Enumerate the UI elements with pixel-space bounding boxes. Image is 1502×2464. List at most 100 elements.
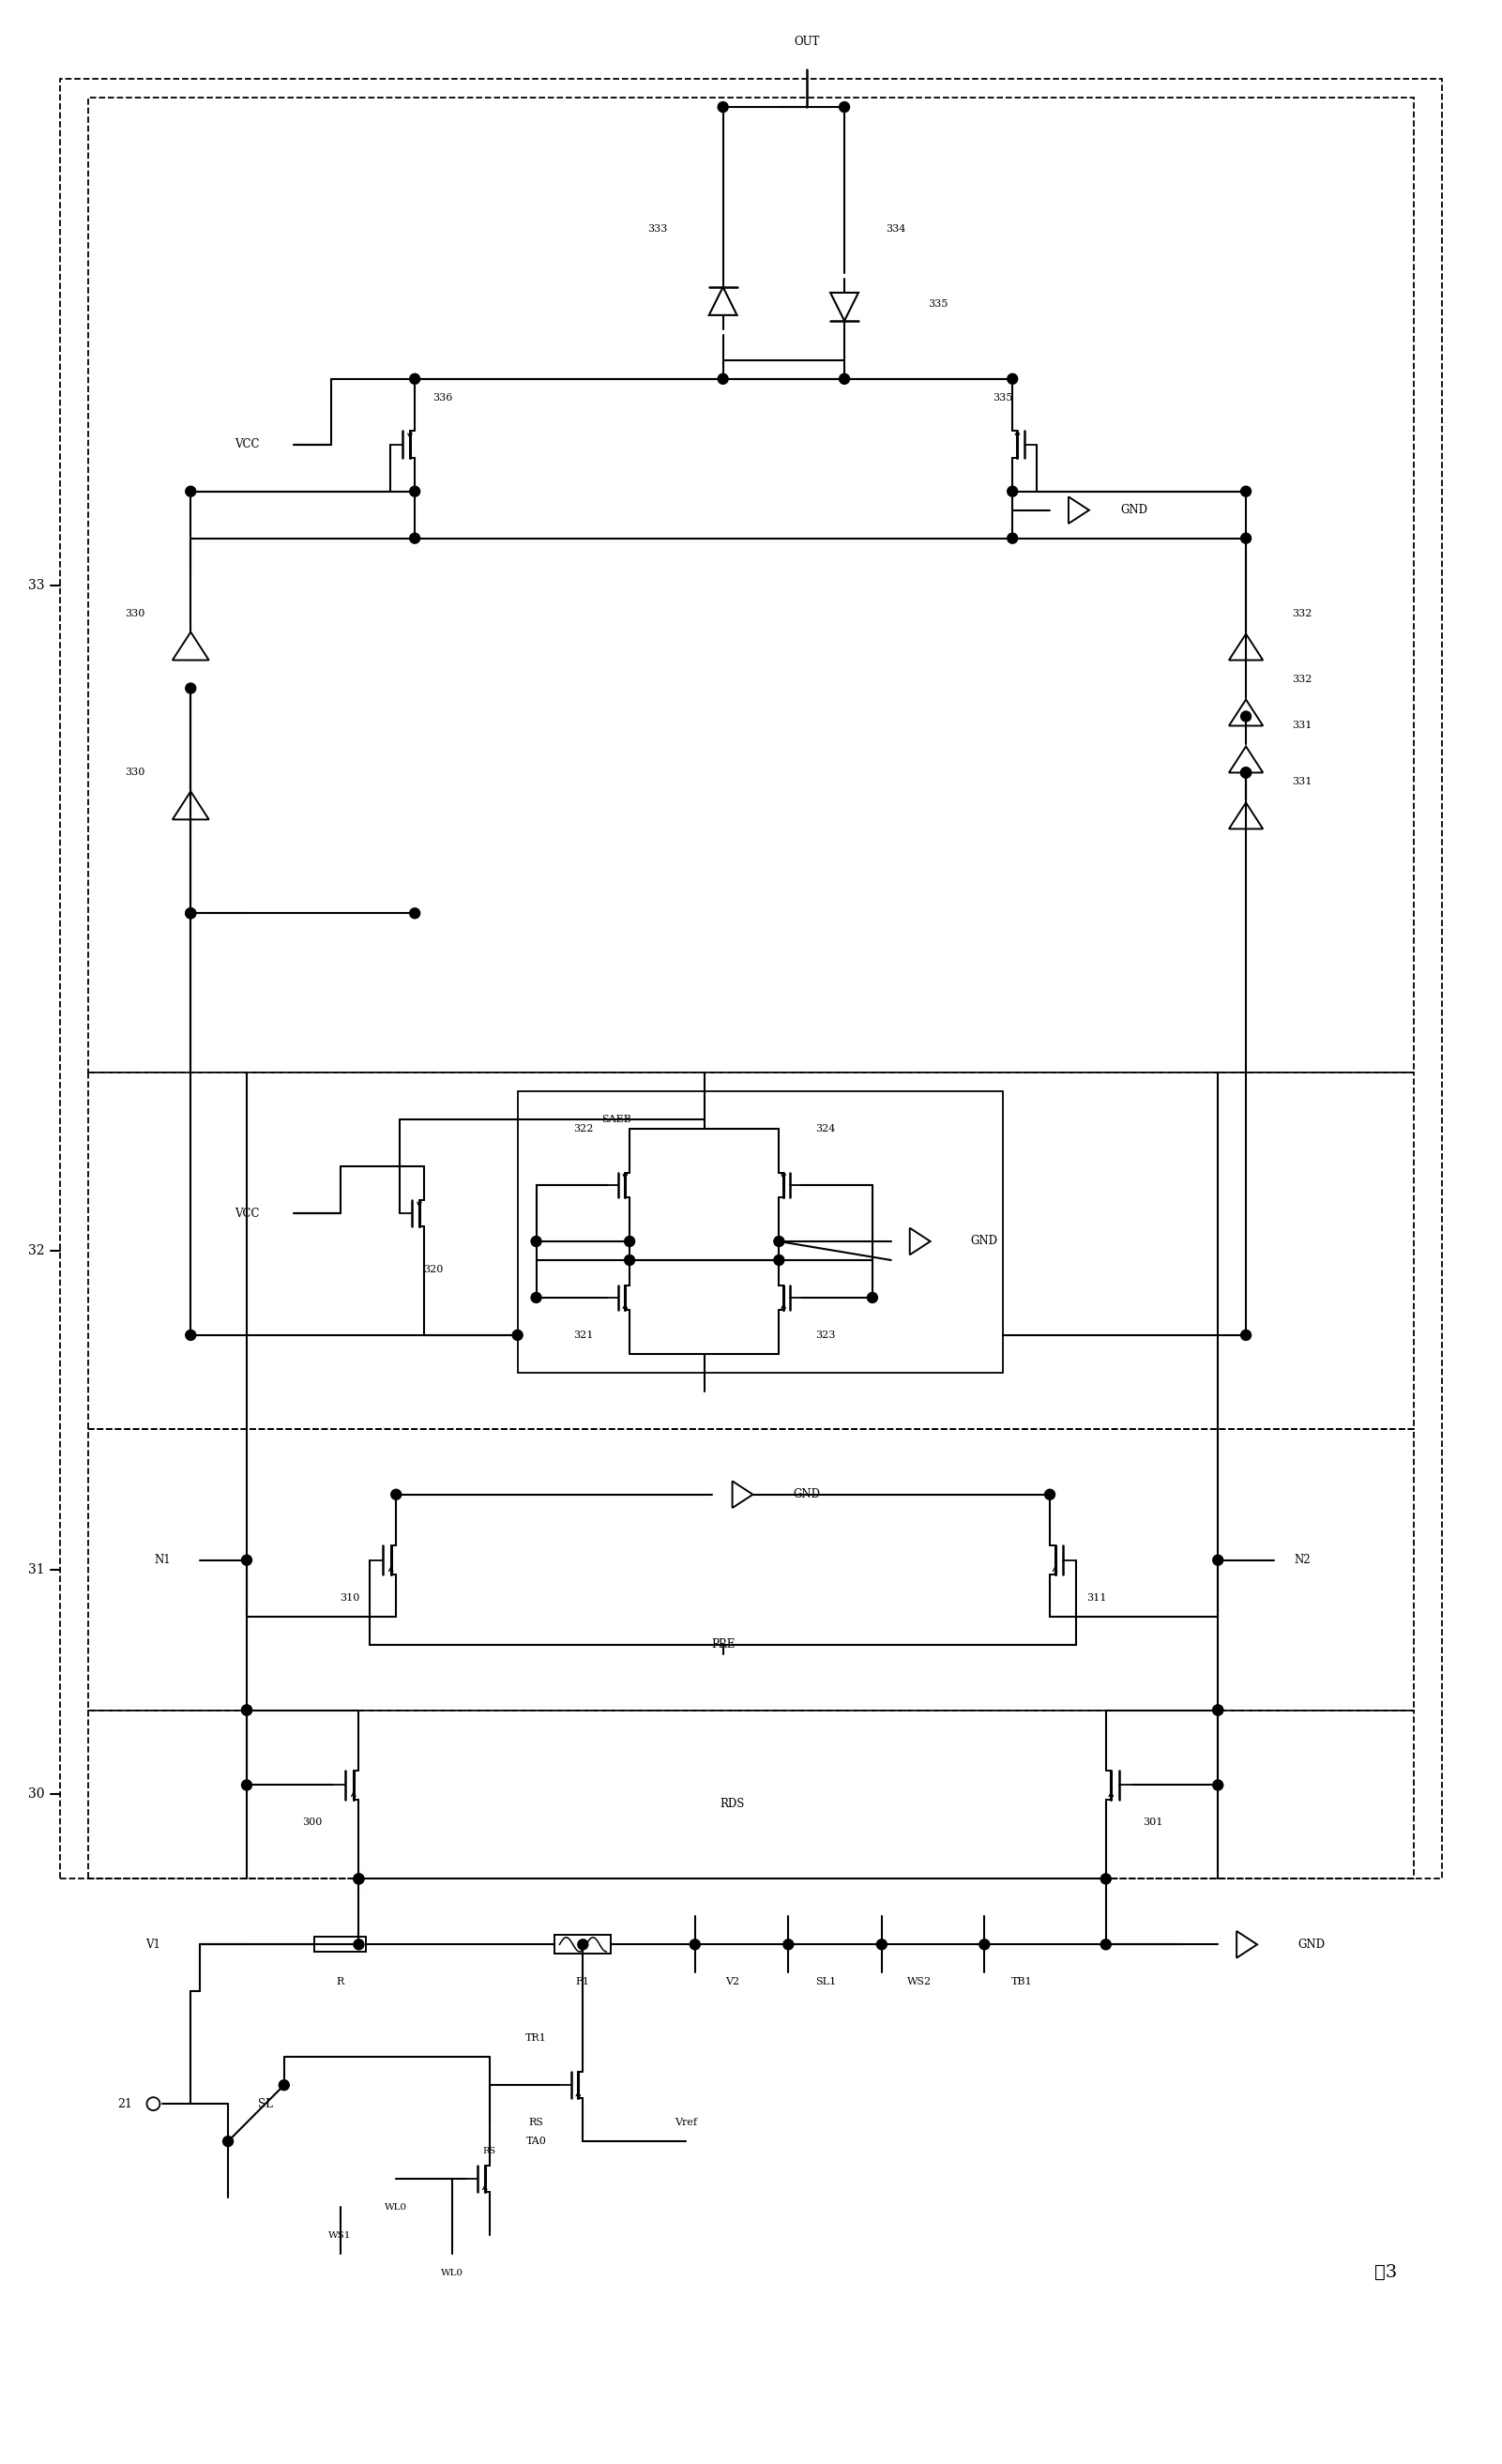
Text: WS2: WS2 — [907, 1976, 931, 1986]
Circle shape — [578, 1939, 589, 1949]
Circle shape — [840, 101, 850, 113]
Circle shape — [718, 101, 728, 113]
Text: F1: F1 — [575, 1976, 590, 1986]
Text: TA0: TA0 — [526, 2136, 547, 2146]
Text: 30: 30 — [29, 1789, 45, 1801]
Circle shape — [222, 2136, 233, 2146]
Circle shape — [242, 1705, 252, 1715]
Circle shape — [1008, 375, 1018, 384]
Circle shape — [1008, 485, 1018, 498]
Text: GND: GND — [793, 1488, 820, 1501]
Text: TB1: TB1 — [1011, 1976, 1032, 1986]
Text: RS: RS — [529, 2119, 544, 2126]
Text: VCC: VCC — [234, 1207, 260, 1220]
Circle shape — [532, 1294, 541, 1303]
Text: RDS: RDS — [719, 1799, 745, 1811]
Text: V1: V1 — [146, 1939, 161, 1951]
Circle shape — [1241, 532, 1251, 545]
Text: WS1: WS1 — [329, 2230, 351, 2240]
Circle shape — [242, 1705, 252, 1715]
Text: R: R — [336, 1976, 344, 1986]
Bar — [554, 1934, 611, 1954]
Text: 335: 335 — [993, 392, 1014, 402]
Circle shape — [186, 1331, 195, 1340]
Text: 310: 310 — [339, 1592, 359, 1602]
Text: 图3: 图3 — [1374, 2264, 1397, 2282]
Circle shape — [242, 1779, 252, 1791]
Text: 33: 33 — [29, 579, 45, 591]
Circle shape — [840, 375, 850, 384]
Bar — [89, 1429, 1413, 1710]
Text: OUT: OUT — [795, 34, 820, 47]
Text: SAEB: SAEB — [602, 1114, 631, 1124]
Circle shape — [1212, 1779, 1223, 1791]
Text: 320: 320 — [424, 1264, 443, 1274]
Text: SL: SL — [258, 2097, 273, 2109]
Bar — [518, 1092, 1003, 1372]
Circle shape — [1241, 485, 1251, 498]
Text: V2: V2 — [725, 1976, 739, 1986]
Circle shape — [186, 909, 195, 919]
Bar — [60, 79, 1442, 1880]
Text: 31: 31 — [29, 1562, 45, 1577]
Bar — [89, 1710, 1413, 1880]
Circle shape — [1241, 766, 1251, 779]
Circle shape — [718, 375, 728, 384]
Text: 300: 300 — [302, 1818, 321, 1828]
Circle shape — [186, 485, 195, 498]
Circle shape — [1241, 1331, 1251, 1340]
Circle shape — [242, 1555, 252, 1565]
Circle shape — [353, 1873, 363, 1885]
Text: GND: GND — [970, 1234, 997, 1247]
Text: SL1: SL1 — [816, 1976, 837, 1986]
Text: Vref: Vref — [674, 2119, 697, 2126]
Circle shape — [774, 1237, 784, 1247]
Circle shape — [774, 1254, 784, 1266]
Circle shape — [1241, 766, 1251, 779]
Circle shape — [186, 909, 195, 919]
Circle shape — [783, 1939, 793, 1949]
Text: 335: 335 — [928, 298, 948, 308]
Text: VCC: VCC — [234, 439, 260, 451]
Text: GND: GND — [1298, 1939, 1325, 1951]
Text: 332: 332 — [1292, 609, 1313, 618]
Circle shape — [689, 1939, 700, 1949]
Circle shape — [391, 1488, 401, 1501]
Circle shape — [1045, 1488, 1054, 1501]
Text: 334: 334 — [886, 224, 906, 234]
Bar — [89, 99, 1413, 1072]
Text: TR1: TR1 — [526, 2033, 547, 2043]
Text: 333: 333 — [647, 224, 668, 234]
Circle shape — [1241, 766, 1251, 779]
Text: 32: 32 — [29, 1244, 45, 1257]
Text: 21: 21 — [117, 2097, 132, 2109]
Text: 331: 331 — [1292, 776, 1313, 786]
Text: 324: 324 — [816, 1124, 835, 1133]
Text: 330: 330 — [125, 769, 144, 776]
Circle shape — [410, 375, 421, 384]
Text: N2: N2 — [1293, 1555, 1310, 1567]
Circle shape — [410, 532, 421, 545]
Bar — [314, 1937, 366, 1951]
Circle shape — [512, 1331, 523, 1340]
Text: 336: 336 — [433, 392, 452, 402]
Circle shape — [353, 1873, 363, 1885]
Circle shape — [625, 1254, 635, 1266]
Circle shape — [353, 1939, 363, 1949]
Circle shape — [532, 1237, 541, 1247]
Text: 311: 311 — [1086, 1592, 1107, 1602]
Text: 331: 331 — [1292, 722, 1313, 729]
Bar — [89, 1072, 1413, 1429]
Circle shape — [979, 1939, 990, 1949]
Circle shape — [410, 485, 421, 498]
Circle shape — [1101, 1939, 1111, 1949]
Text: 330: 330 — [125, 609, 144, 618]
Circle shape — [1008, 532, 1018, 545]
Circle shape — [625, 1237, 635, 1247]
Circle shape — [1212, 1555, 1223, 1565]
Text: 322: 322 — [572, 1124, 593, 1133]
Text: N1: N1 — [155, 1555, 171, 1567]
Text: 323: 323 — [816, 1331, 835, 1340]
Circle shape — [1212, 1705, 1223, 1715]
Circle shape — [1101, 1873, 1111, 1885]
